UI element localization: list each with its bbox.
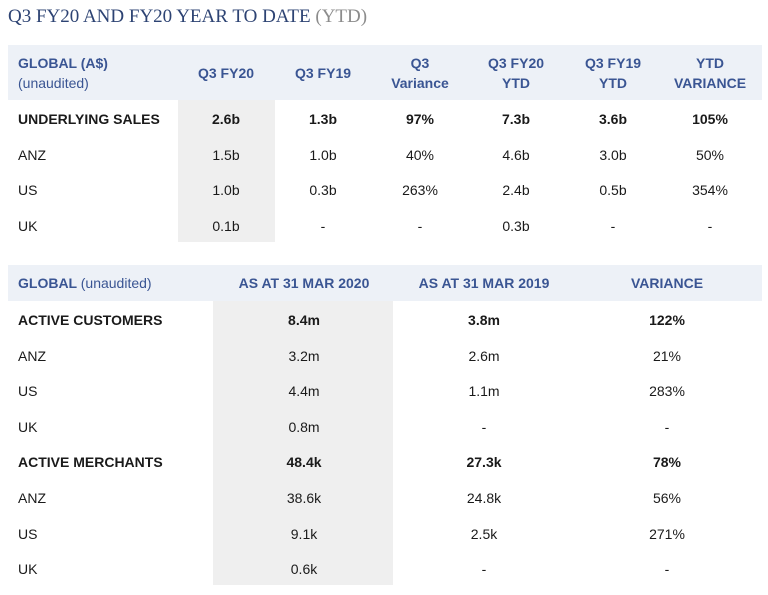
cell: 27.3k xyxy=(466,454,502,471)
cell: 2.5k xyxy=(470,525,498,542)
column-header: Q3 FY20 xyxy=(198,63,254,83)
cell: - xyxy=(664,561,670,578)
cell: 0.8m xyxy=(288,418,320,435)
cell: 1.1m xyxy=(468,383,500,400)
column-header-line: Q3 FY19 xyxy=(294,65,352,81)
cell: 48.4k xyxy=(286,454,322,471)
cell: 283% xyxy=(649,383,685,400)
cell: - xyxy=(707,218,713,235)
highlight-column xyxy=(213,301,393,585)
row-label: ANZ xyxy=(18,347,46,364)
cell: 122% xyxy=(649,312,685,328)
cell: 3.8m xyxy=(468,312,500,328)
cell: 56% xyxy=(652,490,682,506)
column-header: Q3 FY20 YTD xyxy=(488,53,544,93)
cell: 1.5b xyxy=(212,146,240,163)
column-header-line: YTD xyxy=(599,75,627,91)
corner-title: GLOBAL (A$) xyxy=(18,55,108,71)
cell: 271% xyxy=(649,525,685,542)
cell: 0.3b xyxy=(502,218,530,235)
cell: 2.6m xyxy=(468,347,500,364)
cell: 354% xyxy=(692,182,728,199)
column-header: AS AT 31 MAR 2019 xyxy=(418,275,550,291)
cell: 0.5b xyxy=(599,182,627,199)
title-text: Q3 FY20 AND FY20 YEAR TO DATE xyxy=(8,6,311,27)
row-label: ANZ xyxy=(18,490,46,506)
cell: 1.0b xyxy=(309,146,337,163)
row-label: UNDERLYING SALES xyxy=(18,111,160,127)
corner-note: (unaudited) xyxy=(80,275,152,291)
cell: 0.3b xyxy=(309,182,337,199)
cell: 9.1k xyxy=(290,525,318,542)
cell: 0.1b xyxy=(212,218,240,235)
row-label: UK xyxy=(18,418,38,435)
cell: - xyxy=(481,561,487,578)
cell: 24.8k xyxy=(466,490,502,506)
cell: 7.3b xyxy=(501,111,531,127)
column-header-line: VARIANCE xyxy=(673,75,747,91)
row-label: UK xyxy=(18,561,38,578)
corner-title: GLOBAL xyxy=(18,275,77,291)
cell: 3.2m xyxy=(288,347,320,364)
cell: 21% xyxy=(652,347,682,364)
cell: - xyxy=(664,418,670,435)
cell: 4.4m xyxy=(288,383,320,400)
column-header-line: Q3 xyxy=(410,55,430,71)
cell: 3.6b xyxy=(598,111,628,127)
cell: 263% xyxy=(402,182,438,199)
row-label: ACTIVE CUSTOMERS xyxy=(18,312,163,328)
cell: 105% xyxy=(692,111,728,127)
row-label: ANZ xyxy=(18,146,46,163)
corner-note: (unaudited) xyxy=(18,75,89,91)
cell: - xyxy=(610,218,616,235)
cell: 3.0b xyxy=(599,146,627,163)
cell: 2.4b xyxy=(502,182,530,199)
column-header-line: Variance xyxy=(391,75,449,91)
header-band xyxy=(8,45,762,100)
column-header-line: Q3 FY20 xyxy=(487,55,545,71)
header-band xyxy=(8,265,762,301)
column-header-line: YTD xyxy=(502,75,530,91)
title-subtitle: (YTD) xyxy=(315,6,368,27)
corner-header: GLOBAL (unaudited) xyxy=(18,273,152,293)
cell: 40% xyxy=(405,146,435,163)
cell: 38.6k xyxy=(286,490,322,506)
cell: 50% xyxy=(695,146,725,163)
column-header-line: Q3 FY20 xyxy=(197,65,255,81)
column-header-line: YTD xyxy=(695,55,724,71)
corner-header: GLOBAL (A$) (unaudited) xyxy=(18,53,108,93)
cell: 1.0b xyxy=(212,182,240,199)
column-header: Q3 FY19 YTD xyxy=(585,53,641,93)
cell: - xyxy=(417,218,423,235)
cell: 1.3b xyxy=(308,111,338,127)
row-label: UK xyxy=(18,218,38,235)
row-label: ACTIVE MERCHANTS xyxy=(18,454,163,471)
cell: 2.6b xyxy=(211,111,241,127)
column-header-line: Q3 FY19 xyxy=(584,55,642,71)
cell: - xyxy=(320,218,326,235)
cell: 0.6k xyxy=(290,561,318,578)
row-label: US xyxy=(18,383,38,400)
title: Q3 FY20 AND FY20 YEAR TO DATE (YTD) xyxy=(8,6,367,28)
highlight-column xyxy=(178,100,275,242)
column-header: VARIANCE xyxy=(630,275,704,291)
column-header: AS AT 31 MAR 2020 xyxy=(238,275,370,291)
cell: 97% xyxy=(405,111,435,127)
cell: - xyxy=(481,418,487,435)
cell: 78% xyxy=(652,454,682,471)
cell: 4.6b xyxy=(502,146,530,163)
column-header: Q3 FY19 xyxy=(295,63,351,83)
row-label: US xyxy=(18,182,38,199)
row-label: US xyxy=(18,525,38,542)
column-header: YTD VARIANCE xyxy=(674,53,746,93)
column-header: Q3 Variance xyxy=(391,53,449,93)
cell: 8.4m xyxy=(288,312,320,328)
